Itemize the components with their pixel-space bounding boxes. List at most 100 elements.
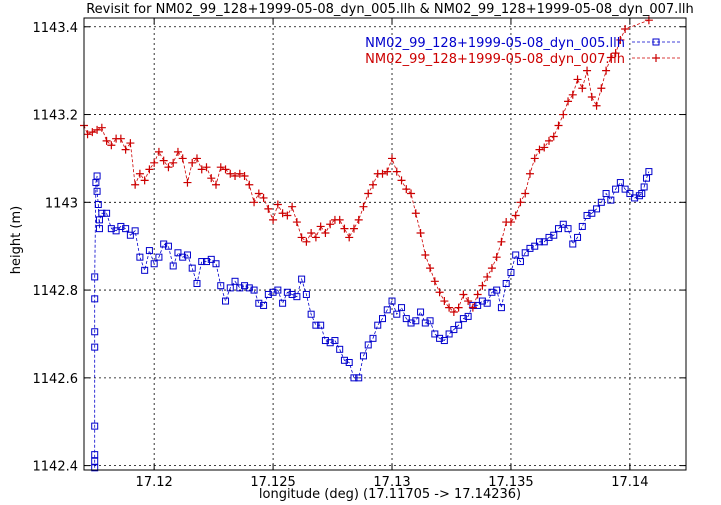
data-point [126, 139, 135, 148]
data-point [568, 90, 577, 99]
data-point [569, 240, 577, 248]
data-point [492, 253, 501, 262]
data-point [550, 231, 558, 239]
data-point [379, 315, 387, 323]
y-tick-label: 1143.4 [33, 21, 79, 36]
data-point [521, 189, 530, 198]
data-point [155, 253, 163, 261]
data-point [530, 154, 539, 163]
data-point [202, 163, 211, 172]
data-point [430, 277, 439, 286]
data-point [150, 158, 159, 167]
data-point [92, 179, 100, 187]
data-point [502, 279, 510, 287]
data-point [602, 190, 610, 198]
series-layer [80, 16, 653, 472]
y-tick-label: 1142.6 [33, 372, 79, 387]
data-point [254, 189, 263, 198]
data-point [349, 224, 358, 233]
y-axis-label: height (m) [9, 206, 24, 274]
data-point [192, 154, 201, 163]
data-point [393, 310, 401, 318]
data-point [474, 301, 482, 309]
x-axis-label: longitude (deg) (17.11705 -> 17.14236) [259, 487, 521, 502]
data-point [273, 200, 282, 209]
data-point [440, 297, 449, 306]
data-point [555, 225, 563, 233]
data-point [526, 244, 534, 252]
data-point [107, 225, 115, 233]
data-point [426, 264, 435, 273]
data-point [91, 343, 99, 351]
data-point [564, 97, 573, 106]
data-point [616, 179, 624, 187]
data-point [345, 233, 354, 242]
data-point [259, 193, 268, 202]
data-point [279, 299, 287, 307]
data-point [93, 187, 101, 195]
data-point [644, 16, 653, 25]
data-point [587, 92, 596, 101]
data-point [121, 145, 130, 154]
data-point [459, 315, 467, 323]
data-point [207, 174, 216, 183]
data-point [102, 136, 111, 145]
data-point [274, 286, 282, 294]
data-point [135, 169, 144, 178]
data-point [497, 237, 506, 246]
data-point [540, 238, 548, 246]
data-point [493, 286, 501, 294]
data-point [449, 308, 458, 317]
data-point [288, 290, 296, 298]
data-point [368, 180, 377, 189]
data-point [435, 288, 444, 297]
data-point [583, 66, 592, 75]
data-point [235, 169, 244, 178]
data-point [507, 269, 515, 277]
data-point [260, 301, 268, 309]
data-point [436, 334, 444, 342]
data-point [164, 242, 172, 250]
data-point [91, 273, 99, 281]
data-point [88, 128, 97, 137]
legend-marker [652, 54, 660, 62]
data-point [326, 220, 335, 229]
data-point [283, 288, 291, 296]
data-point [602, 66, 611, 75]
data-point [588, 209, 596, 217]
data-point [531, 242, 539, 250]
data-point [340, 356, 348, 364]
data-point [331, 337, 339, 345]
data-point [122, 225, 130, 233]
data-point [169, 158, 178, 167]
data-point [160, 240, 168, 248]
data-point [150, 260, 158, 268]
data-point [154, 147, 163, 156]
data-point [312, 321, 320, 329]
axis-ticks: 17.12 17.125 17.13 17.135 17.14 1142.4 1142.6 1… [33, 18, 686, 490]
data-point [445, 303, 454, 312]
legend-label: NM02_99_128+1999-05-08_dyn_007.llh [365, 52, 625, 67]
data-point [554, 121, 563, 130]
data-point [340, 224, 349, 233]
data-point [112, 227, 120, 235]
data-point [564, 225, 572, 233]
data-point [91, 295, 99, 303]
data-point [635, 192, 643, 200]
data-point [250, 286, 258, 294]
data-point [383, 306, 391, 314]
data-point [117, 222, 125, 230]
data-point [473, 290, 482, 299]
data-point [131, 180, 140, 189]
data-point [297, 233, 306, 242]
data-point [91, 451, 99, 459]
x-tick-label: 17.135 [488, 475, 534, 490]
data-point [91, 328, 99, 336]
data-point [369, 334, 377, 342]
data-point [478, 281, 487, 290]
data-point [326, 339, 334, 347]
series-1 [91, 168, 653, 472]
data-point [535, 238, 543, 246]
data-point [107, 141, 116, 150]
data-point [559, 110, 568, 119]
